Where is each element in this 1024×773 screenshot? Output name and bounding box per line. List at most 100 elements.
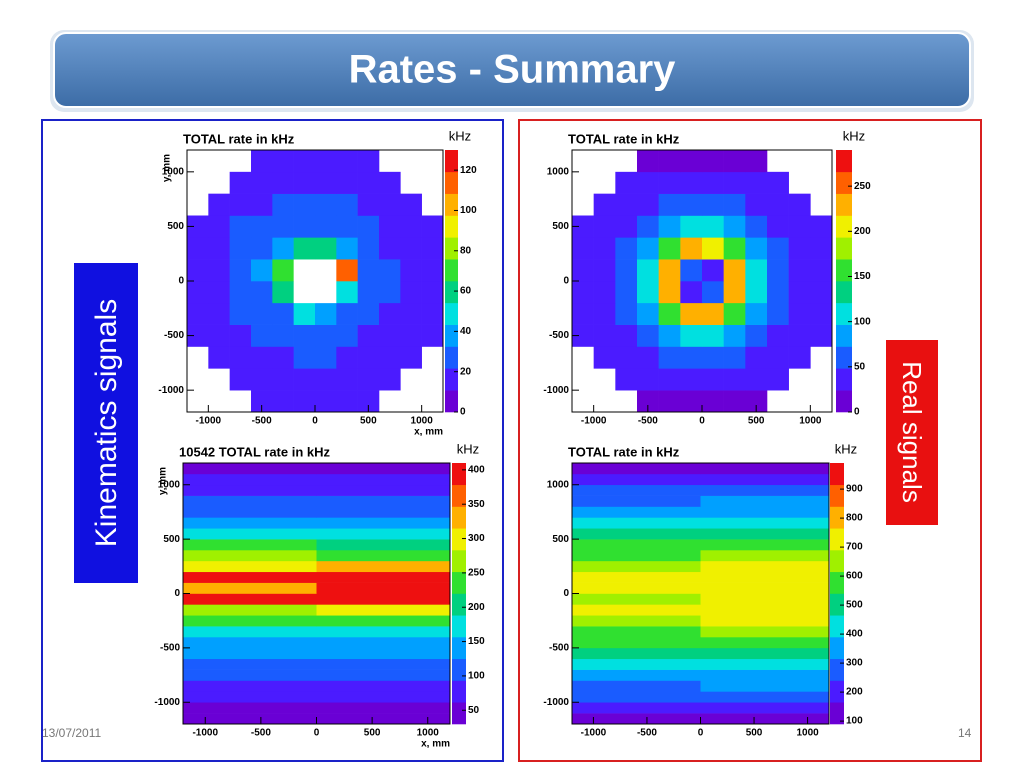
heatmap-cell [658, 281, 681, 304]
heatmap-cell [593, 281, 616, 304]
colorbar-segment [830, 550, 844, 573]
heatmap-cell [357, 215, 380, 238]
y-tick-label: -500 [549, 643, 569, 654]
heatmap-cell [357, 193, 380, 216]
heatmap-cell [183, 647, 317, 660]
heatmap-cell [379, 368, 401, 391]
colorbar-segment [452, 658, 466, 681]
heatmap-cell [767, 193, 789, 216]
colorbar-segment [830, 484, 844, 507]
heatmap-cell [316, 637, 451, 649]
heatmap-cell [745, 368, 768, 391]
heatmap-cell [593, 259, 616, 282]
heatmap-cell [767, 368, 789, 391]
heatmap-cell [637, 215, 659, 238]
z-tick-label: 400 [468, 465, 485, 476]
heatmap-cell [336, 193, 358, 216]
heatmap-cell [316, 571, 451, 583]
heatmap-cell [680, 368, 703, 391]
colorbar-segment [836, 390, 852, 413]
heatmap-cell [615, 346, 638, 369]
colorbar-segment [452, 702, 466, 725]
colorbar-segment [445, 390, 458, 413]
heatmap-cell [767, 259, 789, 282]
heatmap-cell [251, 324, 273, 347]
heatmap-cell [723, 302, 746, 325]
z-tick-label: 100 [854, 316, 871, 327]
left-panel [41, 119, 504, 762]
x-tick-label: 1000 [411, 416, 434, 427]
heatmap-cell [745, 281, 768, 304]
y-tick-label: 1000 [158, 479, 181, 490]
heatmap-cell [572, 713, 701, 725]
heatmap-cell [615, 215, 638, 238]
x-tick-label: -1000 [581, 728, 607, 739]
heatmap-cell [680, 237, 703, 260]
x-axis-label: x, mm [421, 739, 450, 750]
heatmap-cell [593, 302, 616, 325]
heatmap-cell [700, 647, 830, 660]
heatmap-cell [315, 193, 337, 216]
heatmap-cell [357, 171, 380, 194]
z-tick-label: 600 [846, 571, 863, 582]
x-tick-label: -500 [252, 416, 272, 427]
heatmap-cell [810, 215, 833, 238]
heatmap-cell [702, 302, 724, 325]
heatmap-cell [572, 647, 701, 660]
colorbar-segment [445, 237, 458, 260]
x-tick-label: -500 [637, 728, 657, 739]
heatmap-cell [316, 691, 451, 703]
heatmap-cell [702, 171, 724, 194]
heatmap-cell [572, 539, 701, 551]
heatmap-cell [251, 150, 273, 173]
heatmap-cell [229, 346, 252, 369]
heatmap-cell [208, 237, 230, 260]
heatmap-cell [745, 302, 768, 325]
colorbar-segment [830, 680, 844, 703]
heatmap-cell [183, 626, 317, 638]
z-tick-label: 300 [468, 533, 485, 544]
z-tick-label: 200 [468, 602, 485, 613]
heatmap-cell [593, 324, 616, 347]
heatmap-cell [788, 302, 811, 325]
heatmap-cell [615, 368, 638, 391]
heatmap-cell [315, 346, 337, 369]
heatmap-cell [700, 463, 830, 475]
colorbar-segment [445, 368, 458, 391]
heatmap-cell [572, 550, 701, 562]
z-tick-label: 50 [468, 705, 480, 716]
heatmap-cell [723, 324, 746, 347]
heatmap-cell [379, 171, 401, 194]
colorbar-segment [830, 528, 844, 551]
heatmap-cell [572, 215, 594, 238]
colorbar-segment [452, 528, 466, 551]
colorbar-segment [830, 506, 844, 529]
heatmap-cell [700, 713, 830, 725]
heatmap-cell [251, 302, 273, 325]
heatmap-cell [637, 368, 659, 391]
x-tick-label: 0 [314, 728, 320, 739]
heatmap-cell [187, 259, 209, 282]
colorbar-segment [452, 593, 466, 616]
heatmap-cell [680, 150, 703, 173]
heatmap-cell [336, 171, 358, 194]
heatmap-cell [293, 390, 316, 413]
heatmap-cell [183, 517, 317, 529]
heatmap-cell [572, 484, 701, 496]
heatmap-cell [572, 237, 594, 260]
heatmap-cell [208, 324, 230, 347]
heatmap-cell [315, 302, 337, 325]
colorbar-segment [452, 550, 466, 573]
heatmap-cell [316, 517, 451, 529]
x-tick-label: 0 [698, 728, 704, 739]
heatmap-cell [379, 346, 401, 369]
z-tick-label: 100 [468, 671, 485, 682]
heatmap-cell [379, 259, 401, 282]
colorbar-segment [452, 484, 466, 507]
z-tick-label: 60 [460, 286, 472, 297]
heatmap-cell [379, 193, 401, 216]
x-tick-label: 0 [312, 416, 318, 427]
heatmap-cell [593, 193, 616, 216]
z-tick-label: 700 [846, 542, 863, 553]
heatmap-cell [700, 473, 830, 486]
